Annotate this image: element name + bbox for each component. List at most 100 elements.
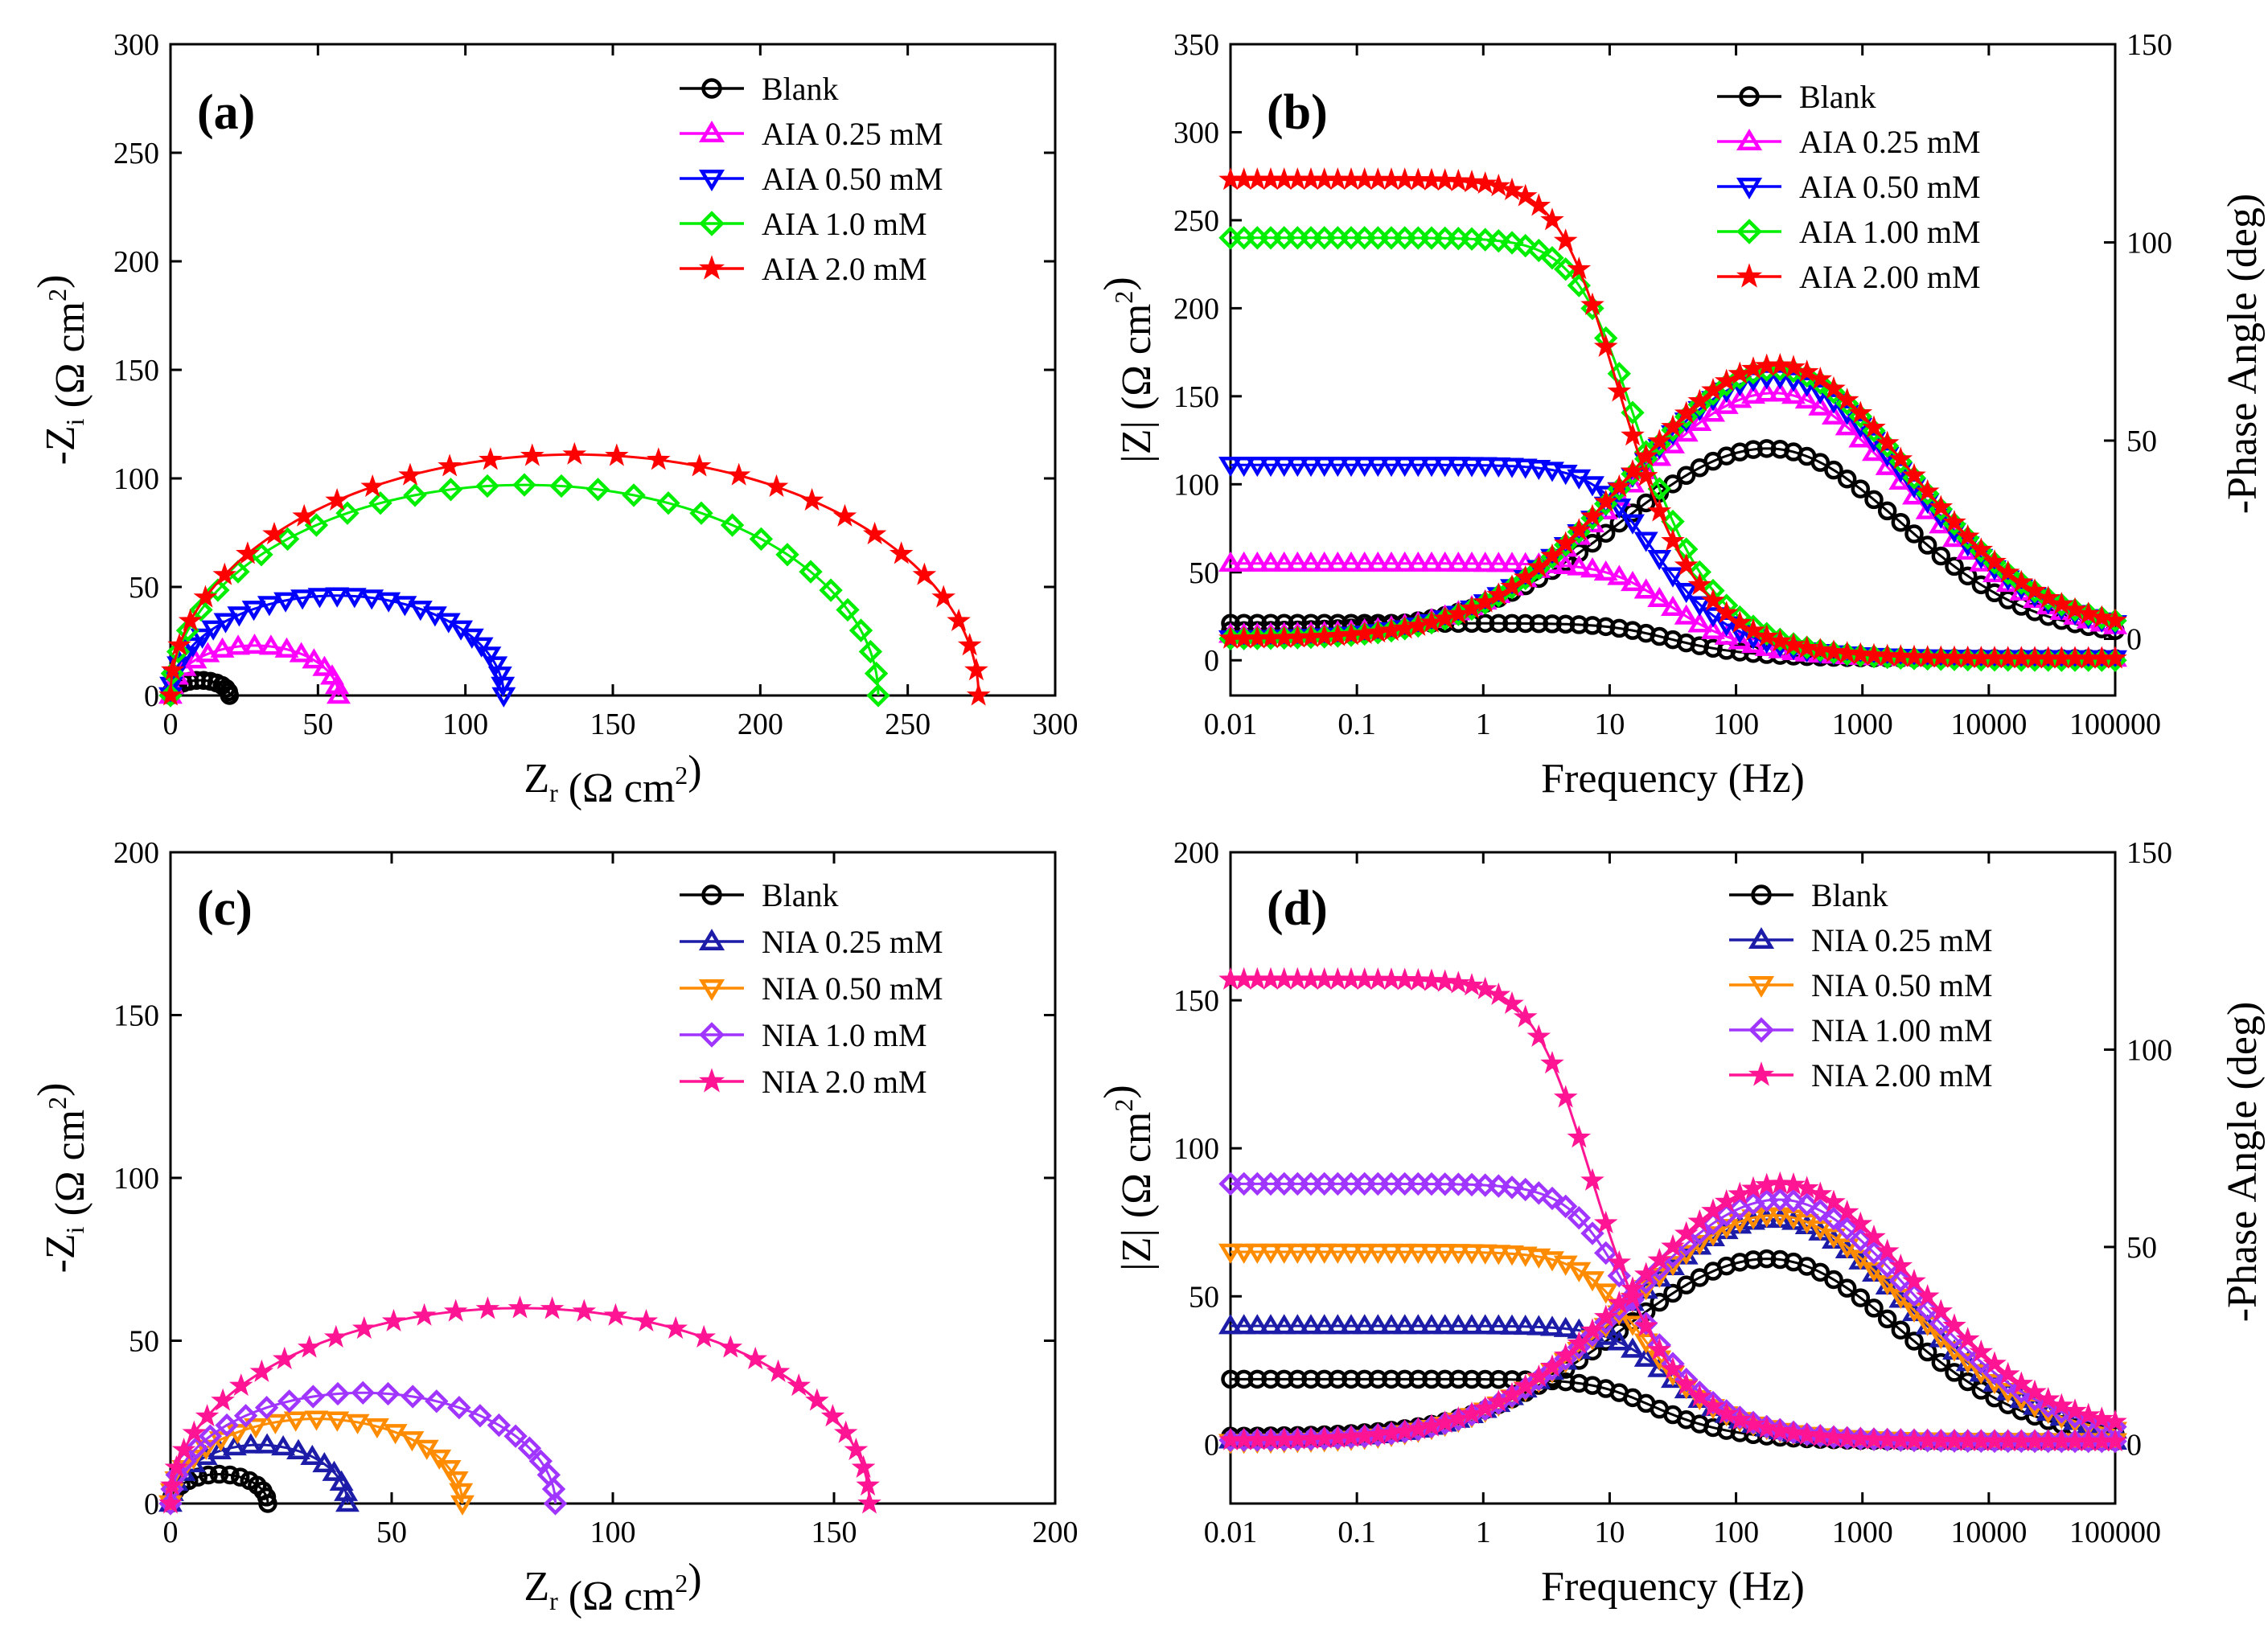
modulus-point-nia-0-25-mm	[1339, 1314, 1363, 1335]
data-point-aia-0-25-mm	[258, 634, 283, 655]
phase-point-nia-2-00-mm	[1888, 1253, 1913, 1277]
data-point-aia-2-0-mm	[912, 562, 937, 585]
modulus-point-nia-0-25-mm	[1633, 1346, 1658, 1367]
phase-point-blank	[1837, 469, 1857, 489]
modulus-point-aia-0-50-mm	[1486, 457, 1511, 478]
phase-point-aia-2-00-mm	[1553, 531, 1578, 554]
data-point-aia-0-50-mm	[342, 588, 367, 609]
x-tick-label: 1000	[1832, 1516, 1893, 1549]
data-point-nia-1-0-mm	[503, 1424, 528, 1448]
modulus-point-nia-2-00-mm	[1781, 1421, 1806, 1444]
legend-label: AIA 2.00 mM	[1799, 259, 1981, 295]
data-point-nia-0-25-mm	[207, 1438, 232, 1459]
legend-marker-aia-0-50-mm	[1736, 177, 1763, 200]
data-point-nia-2-0-mm	[766, 1359, 791, 1382]
phase-point-blank	[1636, 493, 1656, 513]
data-point-nia-1-0-mm	[487, 1413, 512, 1438]
phase-point-nia-1-00-mm	[1781, 1189, 1806, 1213]
data-point-nia-2-0-mm	[634, 1308, 659, 1331]
modulus-point-aia-0-25-mm	[1460, 551, 1484, 572]
data-point-aia-0-50-mm	[190, 628, 215, 649]
data-point-nia-1-0-mm	[326, 1381, 350, 1406]
phase-point-aia-0-25-mm	[1848, 427, 1873, 448]
data-point-aia-0-50-mm	[290, 589, 315, 610]
y-tick-label: 100	[1173, 1132, 1219, 1166]
data-point-aia-2-0-mm	[931, 585, 956, 608]
data-point-aia-0-50-mm	[469, 637, 494, 658]
phase-point-blank	[1891, 1320, 1911, 1340]
modulus-point-blank	[1408, 1369, 1428, 1389]
panel-d-bode-nia: 0.01 0.1 1 10 100 1000 10000 100000050100150200…	[1096, 836, 2266, 1610]
phase-point-blank	[1864, 1299, 1884, 1318]
legend-label: AIA 0.50 mM	[1799, 169, 1981, 205]
modulus-point-blank	[1422, 1369, 1441, 1389]
data-point-blank	[220, 686, 240, 705]
phase-point-aia-2-00-mm	[1848, 400, 1873, 424]
data-point-aia-1-0-mm	[275, 527, 300, 552]
phase-point-aia-2-00-mm	[1995, 560, 2020, 583]
modulus-point-nia-2-00-mm	[1768, 1418, 1793, 1442]
phase-point-aia-2-00-mm	[1808, 367, 1833, 390]
y2-tick-label: 100	[2126, 1033, 2172, 1067]
legend-label: NIA 2.00 mM	[1811, 1057, 1993, 1093]
y-tick-label: 200	[113, 836, 159, 870]
modulus-point-nia-2-00-mm	[1808, 1423, 1833, 1447]
y-tick-label: 250	[113, 137, 159, 170]
phase-point-aia-2-00-mm	[1929, 494, 1954, 518]
modulus-point-aia-0-50-mm	[1526, 459, 1551, 481]
phase-point-nia-0-50-mm	[1714, 1219, 1739, 1240]
modulus-point-aia-0-50-mm	[1406, 457, 1431, 478]
data-point-aia-2-0-mm	[479, 447, 503, 470]
data-point-aia-0-25-mm	[226, 634, 251, 655]
phase-point-blank	[1851, 1288, 1871, 1307]
modulus-point-aia-2-00-mm	[1728, 610, 1752, 634]
x-tick-label: 200	[738, 708, 783, 741]
data-point-aia-2-0-mm	[832, 503, 857, 527]
modulus-point-nia-2-00-mm	[1661, 1356, 1685, 1380]
modulus-point-nia-2-00-mm	[1593, 1210, 1618, 1233]
phase-point-aia-2-00-mm	[1714, 368, 1739, 392]
modulus-point-aia-2-00-mm	[1593, 334, 1618, 357]
modulus-point-nia-0-25-mm	[1299, 1314, 1323, 1335]
x-tick-label: 0.1	[1337, 1516, 1376, 1549]
x-tick-label: 0	[163, 1516, 179, 1549]
phase-point-nia-2-00-mm	[1500, 1381, 1524, 1405]
data-point-nia-0-25-mm	[312, 1451, 337, 1473]
phase-point-blank	[1756, 1249, 1777, 1269]
data-point-aia-2-0-mm	[212, 562, 237, 585]
x-tick-label: 1000	[1832, 708, 1893, 741]
phase-point-nia-2-00-mm	[1808, 1181, 1833, 1204]
modulus-point-nia-1-00-mm	[1634, 1311, 1658, 1335]
data-point-nia-2-0-mm	[412, 1303, 437, 1326]
y2-tick-label: 100	[2126, 227, 2172, 261]
modulus-point-blank	[1314, 1369, 1334, 1389]
phase-point-blank	[1837, 1278, 1857, 1298]
phase-point-blank	[1663, 1283, 1683, 1303]
modulus-point-aia-2-00-mm	[1621, 423, 1645, 446]
modulus-point-nia-0-25-mm	[1473, 1314, 1498, 1335]
legend-marker-nia-0-25-mm	[698, 929, 725, 951]
modulus-point-nia-2-00-mm	[1701, 1393, 1725, 1417]
phase-point-blank	[1945, 556, 1964, 576]
modulus-point-nia-0-50-mm	[1366, 1243, 1391, 1265]
data-point-nia-0-50-mm	[263, 1413, 288, 1434]
phase-point-nia-2-00-mm	[1728, 1181, 1752, 1205]
modulus-point-aia-0-25-mm	[1473, 552, 1498, 572]
modulus-point-blank	[1301, 1369, 1321, 1389]
phase-point-aia-2-00-mm	[1607, 474, 1632, 498]
data-point-aia-1-0-mm	[335, 501, 360, 525]
phase-point-nia-1-00-mm	[1835, 1216, 1859, 1241]
modulus-point-nia-0-25-mm	[1392, 1314, 1417, 1335]
x-tick-label: 200	[1033, 1516, 1079, 1549]
modulus-point-nia-0-50-mm	[1392, 1243, 1417, 1265]
y-tick-label: 50	[129, 571, 159, 605]
modulus-point-aia-0-25-mm	[1567, 555, 1592, 576]
phase-point-nia-2-00-mm	[1513, 1373, 1538, 1397]
fit-line-aia-1-0-mm	[169, 483, 880, 696]
modulus-point-aia-2-00-mm	[1701, 588, 1725, 611]
data-point-nia-2-0-mm	[273, 1346, 297, 1369]
phase-point-aia-2-00-mm	[1822, 375, 1846, 399]
y2-tick-label: 150	[2126, 836, 2172, 870]
phase-point-nia-1-00-mm	[1634, 1270, 1658, 1294]
modulus-point-nia-0-50-mm	[1500, 1245, 1524, 1266]
